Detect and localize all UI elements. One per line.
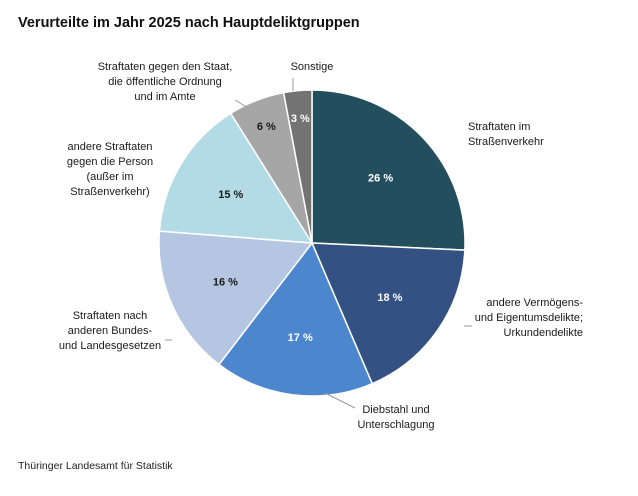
category-label-straftaten-nach-anderen-bundes-und-landesgesetzen: Straftaten nach anderen Bundes-und Landes… [59, 310, 161, 352]
slice-andere-vermoegens-und-eigentumsdelikte-urkundendelikte [310, 242, 466, 385]
value-label-sonstige: 3 % [291, 113, 310, 125]
value-label-andere-straftaten-gegen-die-person-ausser-im-strassenverkehr: 15 % [218, 189, 243, 201]
leader-line-diebstahl-und-unterschlagung [324, 392, 356, 409]
value-labels: 26 % 18 % 17 % 16 % 15 % 6 % 3 % [213, 113, 403, 344]
category-label-diebstahl-und-unterschlagung: Diebstahl und Unterschlagung [357, 404, 434, 431]
category-label-straftaten-im-strassenverkehr: Straftaten im Straßenverkehr [468, 121, 544, 148]
leader-lines [165, 78, 472, 409]
leader-line-straftaten-gegen-den-staat-die-oeffentliche-ordnung-und-im-amte [234, 99, 249, 109]
category-label-sonstige: Sonstige [291, 61, 334, 73]
slice-straftaten-nach-anderen-bundes-und-landesgesetzen [158, 230, 314, 366]
value-label-straftaten-gegen-den-staat-die-oeffentliche-ordnung-und-im-amte: 6 % [257, 121, 276, 133]
slice-straftaten-im-strassenverkehr [311, 89, 466, 251]
category-label-straftaten-gegen-den-staat-die-oeffentliche-ordnung-und-im-amte: Straftaten gegen den Staat, die öffentlic… [98, 61, 233, 103]
source-note: Thüringer Landesamt für Statistik [18, 460, 173, 472]
pie-slices [158, 89, 466, 397]
slice-sonstige [282, 89, 313, 244]
category-labels: Straftaten im Straßenverkehr andere Vermög… [59, 61, 583, 431]
value-label-andere-vermoegens-und-eigentumsdelikte-urkundendelikte: 18 % [377, 292, 402, 304]
category-label-andere-straftaten-gegen-die-person-ausser-im-strassenverkehr: andere Straftaten gegen die Person (außer … [67, 141, 153, 198]
chart-title: Verurteilte im Jahr 2025 nach Hauptdelik… [18, 15, 360, 31]
value-label-straftaten-im-strassenverkehr: 26 % [368, 173, 393, 185]
slice-andere-straftaten-gegen-die-person-ausser-im-strassenverkehr [158, 112, 314, 244]
category-label-andere-vermoegens-und-eigentumsdelikte-urkundendelikte: andere Vermögens-und Eigentumsdelikte; Ur… [475, 297, 584, 339]
slice-diebstahl-und-unterschlagung [217, 241, 374, 397]
value-label-diebstahl-und-unterschlagung: 17 % [288, 332, 313, 344]
value-label-straftaten-nach-anderen-bundes-und-landesgesetzen: 16 % [213, 277, 238, 289]
